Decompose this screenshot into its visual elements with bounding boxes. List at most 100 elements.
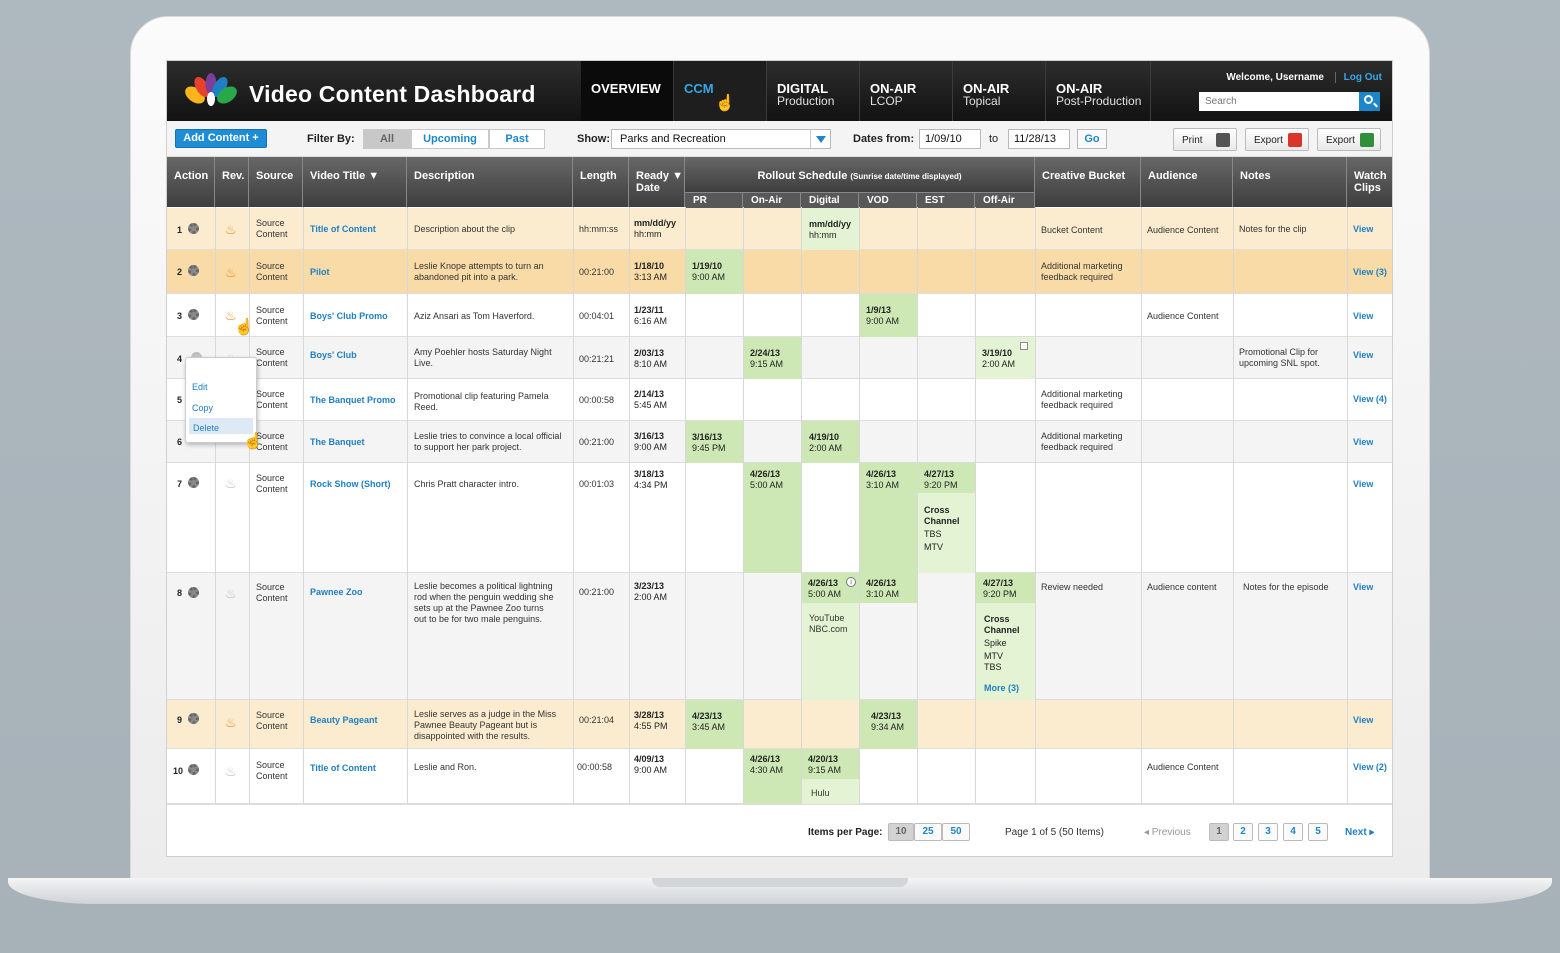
gear-icon[interactable] [188,587,199,598]
table-row [167,421,1392,463]
export-excel-button[interactable]: Export [1317,128,1381,151]
add-content-button[interactable]: Add Content + [175,129,267,148]
calendar-icon[interactable] [1020,342,1028,350]
pr-date-cell: 3/16/13 9:45 PM [692,432,726,453]
source-cell: Source Content [256,760,288,781]
nav-tab-overview[interactable]: OVERVIEW [581,61,674,121]
hand-cursor-icon: ☝ [243,433,263,450]
page-size-50[interactable]: 50 [942,823,970,841]
flame-icon[interactable]: ♨ [225,265,237,280]
onair-date-cell: 2/24/13 9:15 AM [750,348,784,369]
audience-cell: Audience Content [1147,225,1219,235]
onair-date-cell: 4/26/13 4:30 AM [750,754,784,775]
previous-page-link[interactable]: ◂ Previous [1144,827,1191,838]
nav-tab-onair-topical[interactable]: ON-AIR Topical [953,61,1046,121]
video-title-link[interactable]: Boys' Club [310,350,357,360]
page-2[interactable]: 2 [1233,823,1253,841]
description-cell: Leslie serves as a judge in the Miss Pawn… [414,709,557,741]
gear-icon[interactable] [188,265,199,276]
view-clips-link[interactable]: View [1353,582,1374,592]
filter-all[interactable]: All [363,129,411,149]
view-clips-link[interactable]: View [1353,224,1374,234]
gear-icon[interactable] [188,309,199,320]
view-clips-link[interactable]: View [1353,479,1374,489]
gear-icon[interactable] [188,477,199,488]
menu-edit[interactable]: Edit [192,382,208,392]
col-off-air: Off-Air [975,192,1035,208]
main-nav: OVERVIEW CCM DIGITAL Production ON-AIR LCO… [581,61,1151,121]
ready-date-cell: 2/03/13 8:10 AM [634,348,668,369]
creative-cell: Bucket Content [1041,225,1103,235]
vod-date-cell: 4/23/13 9:34 AM [871,711,905,732]
col-video-title[interactable]: Video Title ▼ [303,157,407,207]
page-5[interactable]: 5 [1308,823,1328,841]
table-row [167,208,1392,250]
flame-icon[interactable]: ♨ [225,586,237,601]
view-clips-link[interactable]: View [1353,350,1374,360]
video-title-link[interactable]: Beauty Pageant [310,715,378,725]
flame-icon[interactable]: ♨ [225,476,237,491]
col-ready-date[interactable]: Ready ▼ Date [629,157,685,207]
ready-date-cell: mm/dd/yy hh:mm [634,218,677,239]
video-title-link[interactable]: Rock Show (Short) [310,479,391,489]
page-1[interactable]: 1 [1209,823,1229,841]
nav-tab-digital-production[interactable]: DIGITAL Production [767,61,860,121]
gear-icon[interactable] [188,764,199,775]
view-clips-link[interactable]: View (4) [1353,394,1387,404]
view-clips-link[interactable]: View (2) [1353,762,1387,772]
flame-icon[interactable]: ♨ [225,715,237,730]
video-title-link[interactable]: Title of Content [310,224,376,234]
search-input[interactable] [1199,92,1359,111]
info-icon[interactable]: i [846,577,856,587]
creative-cell: Additional marketing feedback required [1041,431,1123,452]
next-page-link[interactable]: Next ▸ [1345,827,1375,838]
description-cell: Leslie tries to convince a local officia… [414,431,562,452]
flame-icon[interactable]: ♨ [225,222,237,237]
go-button[interactable]: Go [1077,129,1107,149]
video-title-link[interactable]: Pawnee Zoo [310,587,363,597]
video-title-link[interactable]: Pilot [310,267,330,277]
view-clips-link[interactable]: View (3) [1353,267,1387,277]
view-clips-link[interactable]: View [1353,437,1374,447]
page-size-25[interactable]: 25 [914,823,942,841]
flame-icon[interactable]: ♨ [225,308,237,323]
creative-cell: Additional marketing feedback required [1041,389,1123,410]
menu-copy[interactable]: Copy [192,403,214,413]
export-pdf-button[interactable]: Export [1245,128,1309,151]
source-cell: Source Content [256,261,288,282]
show-select[interactable]: Parks and Recreation [611,129,831,149]
video-title-link[interactable]: The Banquet Promo [310,395,396,405]
video-title-link[interactable]: The Banquet [310,437,365,447]
gear-icon[interactable] [188,713,199,724]
page-3[interactable]: 3 [1258,823,1278,841]
flame-icon[interactable]: ♨ [225,764,237,779]
date-to-input[interactable]: 11/28/13 [1008,129,1070,149]
col-source: Source [249,157,303,207]
col-description: Description [407,157,573,207]
view-clips-link[interactable]: View [1353,715,1374,725]
print-button[interactable]: Print [1173,128,1237,151]
nav-tab-onair-post-production[interactable]: ON-AIR Post-Production [1046,61,1151,121]
description-cell: Leslie becomes a political lightning rod … [414,581,554,624]
source-cell: Source Content [256,389,288,410]
logout-link[interactable]: Log Out [1334,72,1382,83]
dates-from-label: Dates from: [853,133,915,145]
col-vod: VOD [859,192,917,208]
gear-icon[interactable] [188,223,199,234]
nav-tab-onair-lcop[interactable]: ON-AIR LCOP [860,61,953,121]
page-size-10[interactable]: 10 [888,823,914,841]
nav-tab-ccm[interactable]: CCM [674,61,767,121]
col-rollout-schedule: Rollout Schedule (Sunrise date/time disp… [685,157,1035,192]
row-number: 4 [177,354,183,364]
view-clips-link[interactable]: View [1353,311,1374,321]
search-button[interactable] [1359,92,1380,111]
page-4[interactable]: 4 [1283,823,1303,841]
more-channels-link[interactable]: More (3) [984,683,1020,693]
video-title-link[interactable]: Boys' Club Promo [310,311,388,321]
show-label: Show: [577,133,610,145]
filter-past[interactable]: Past [489,129,545,149]
video-title-link[interactable]: Title of Content [310,763,376,773]
date-from-input[interactable]: 1/09/10 [919,129,981,149]
menu-delete[interactable]: Delete [189,418,253,434]
filter-upcoming[interactable]: Upcoming [411,129,489,149]
